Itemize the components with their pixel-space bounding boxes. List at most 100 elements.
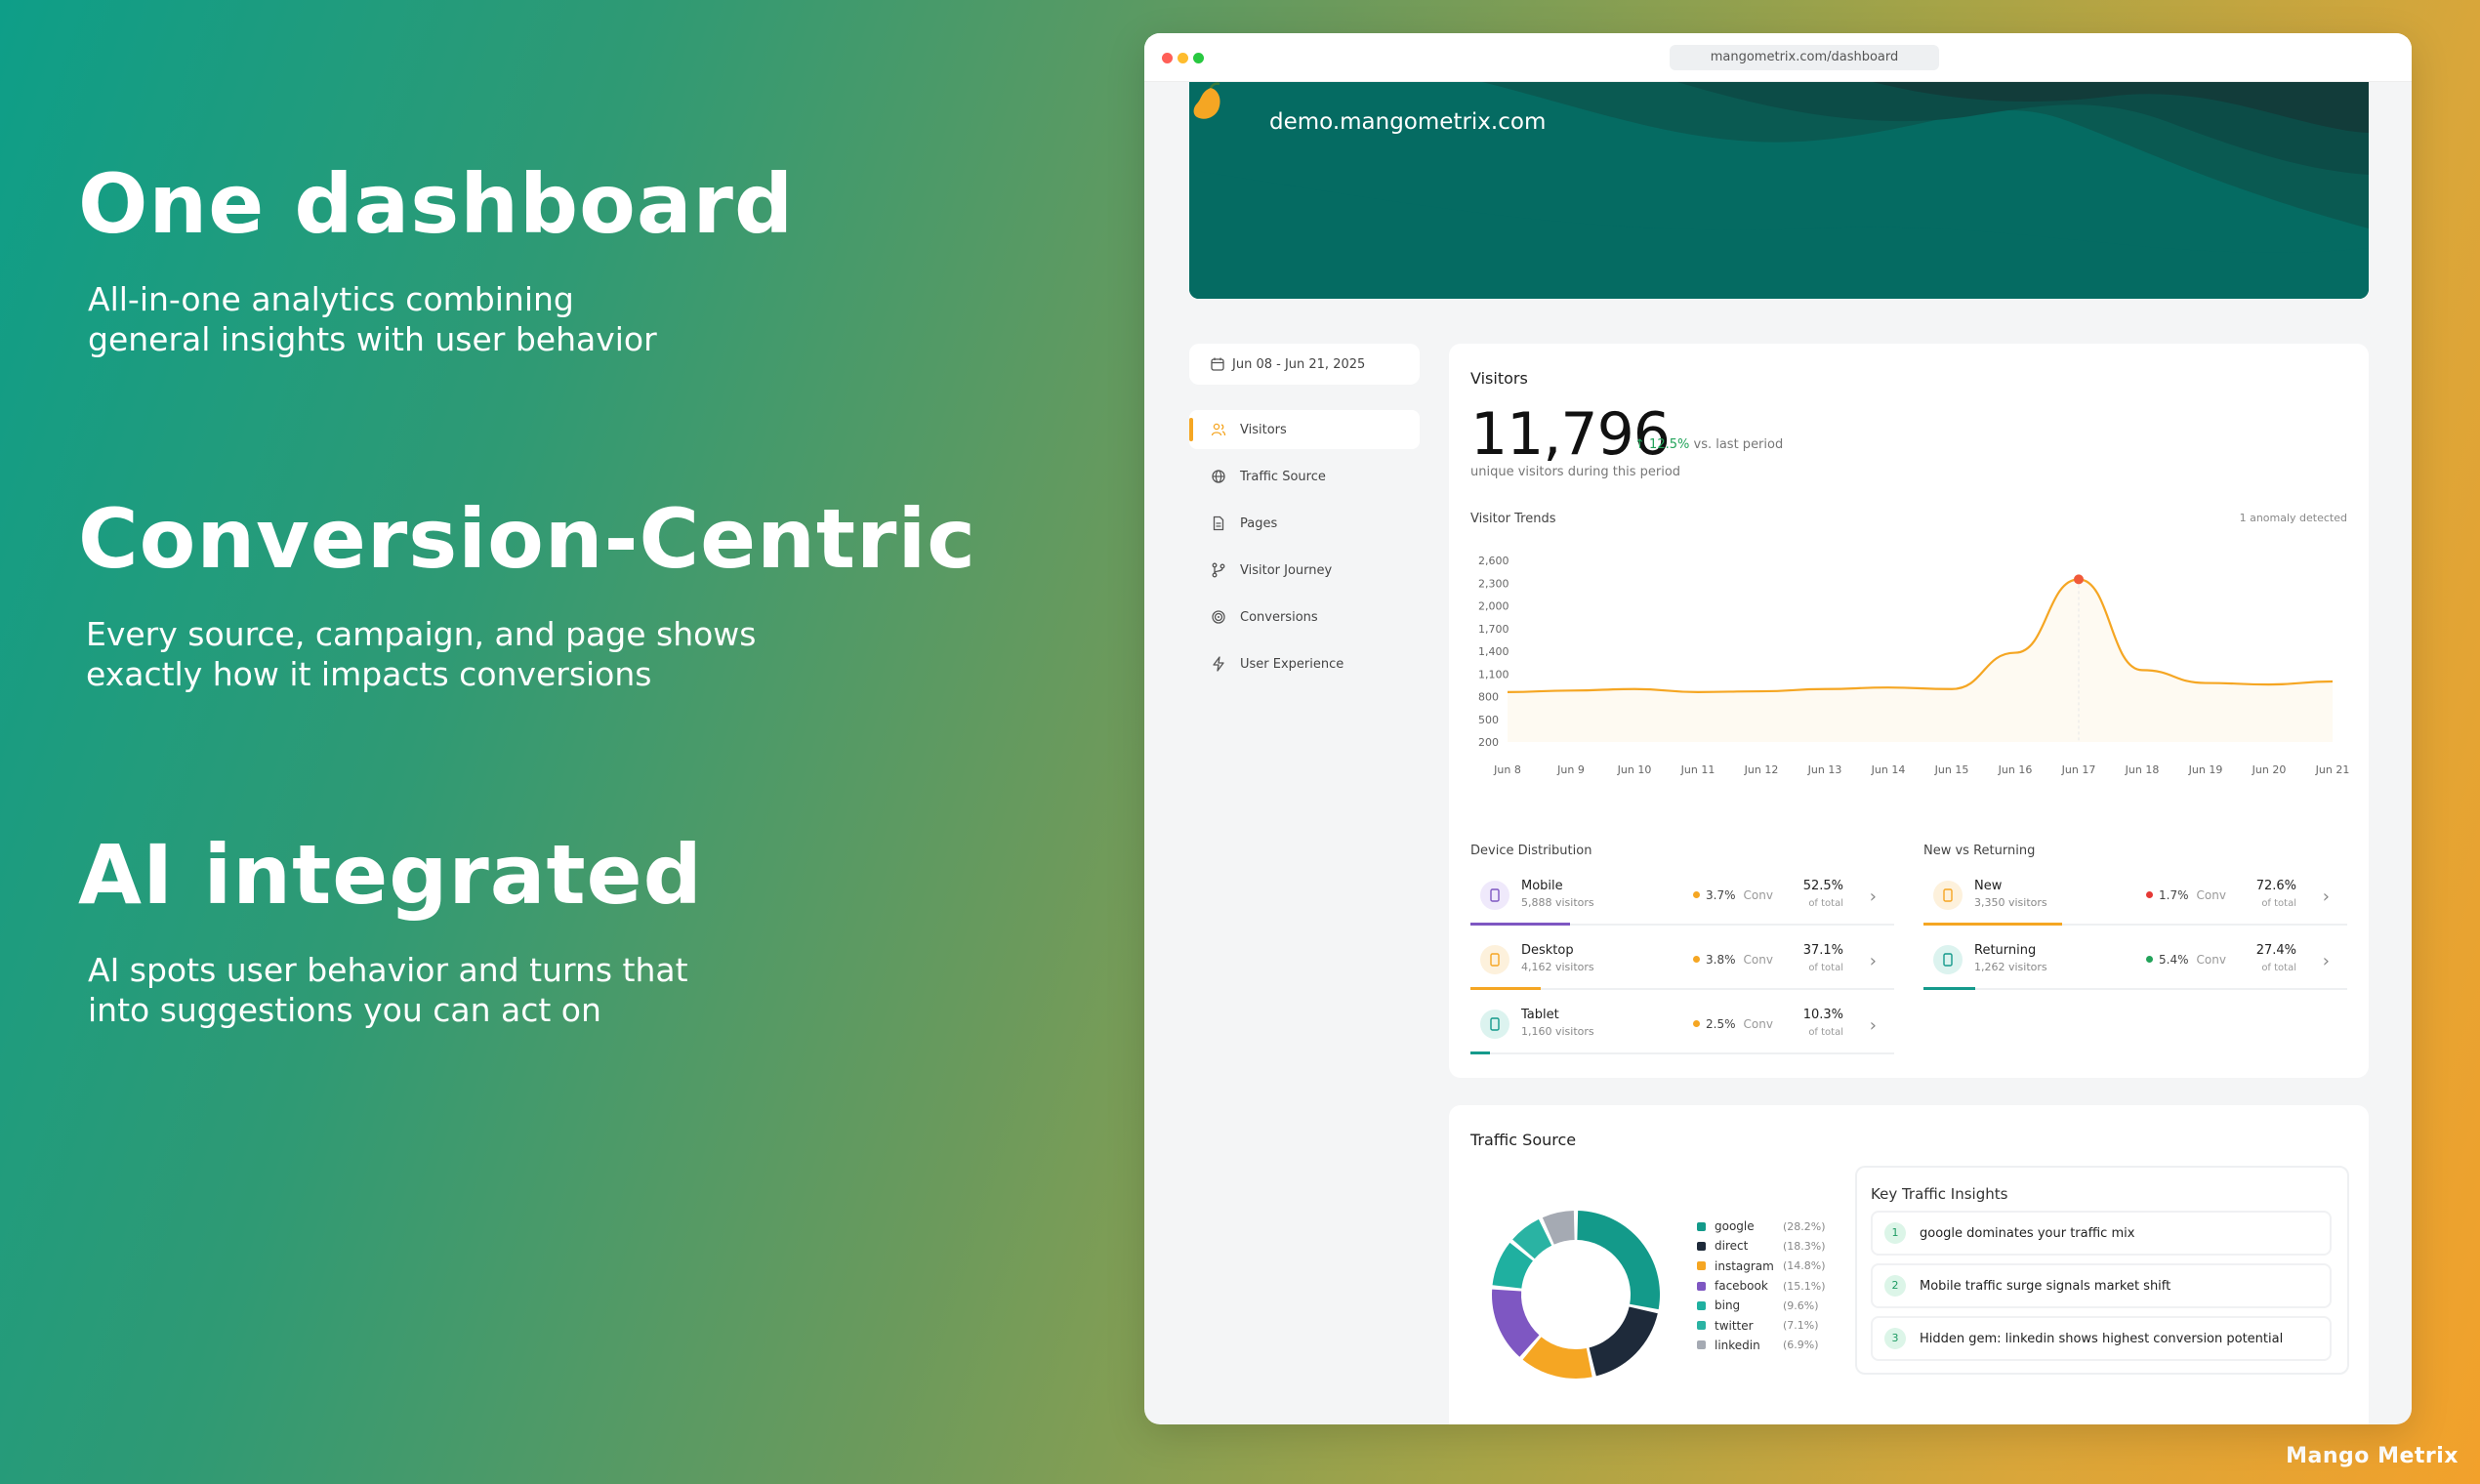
x-tick-label: Jun 19 — [2188, 763, 2223, 776]
row-visitors: 4,162 visitors — [1521, 961, 1594, 973]
x-tick-label: Jun 12 — [1744, 763, 1779, 776]
chevron-right-icon[interactable]: › — [2322, 951, 2330, 971]
trend-label: Visitor Trends — [1470, 512, 1556, 526]
date-range-label: Jun 08 - Jun 21, 2025 — [1232, 356, 1366, 372]
sidebar: Jun 08 - Jun 21, 2025 Visitors Traffic S… — [1189, 344, 1420, 691]
y-tick-label: 2,300 — [1478, 577, 1509, 590]
insight-number: 2 — [1884, 1275, 1906, 1297]
mobile-icon — [1480, 881, 1509, 910]
insight-item[interactable]: 2 Mobile traffic surge signals market sh… — [1871, 1263, 2332, 1308]
donut-slice-linkedin[interactable] — [1542, 1211, 1575, 1245]
chevron-right-icon[interactable]: › — [1869, 1015, 1877, 1036]
visitors-title: Visitors — [1470, 369, 1528, 388]
date-range-picker[interactable]: Jun 08 - Jun 21, 2025 — [1189, 344, 1420, 385]
sidebar-item-pages[interactable]: Pages — [1189, 504, 1420, 543]
chevron-right-icon[interactable]: › — [1869, 951, 1877, 971]
legend-swatch — [1697, 1221, 1706, 1231]
sidebar-item-visitor-journey[interactable]: Visitor Journey — [1189, 551, 1420, 590]
trend-line — [1507, 578, 2334, 693]
maximize-window-dot[interactable] — [1193, 53, 1204, 63]
row-visitors: 5,888 visitors — [1521, 896, 1594, 909]
legend-percent: (7.1%) — [1783, 1319, 1819, 1333]
tablet-icon — [1480, 1010, 1509, 1039]
sidebar-item-label: User Experience — [1240, 656, 1344, 672]
new-vs-returning-label: New vs Returning — [1923, 844, 2036, 858]
y-tick-label: 2,600 — [1478, 555, 1509, 567]
row-name: Mobile — [1521, 879, 1563, 893]
users-icon — [1211, 423, 1226, 436]
donut-slice-facebook[interactable] — [1492, 1289, 1540, 1357]
conversion-value: 3.8% — [1706, 953, 1736, 967]
x-tick-label: Jun 11 — [1680, 763, 1715, 776]
x-tick-label: Jun 15 — [1934, 763, 1969, 776]
sidebar-item-conversions[interactable]: Conversions — [1189, 598, 1420, 637]
y-tick-label: 1,400 — [1478, 645, 1509, 658]
conversion-value: 2.5% — [1706, 1017, 1736, 1031]
chevron-right-icon[interactable]: › — [2322, 886, 2330, 907]
legend-swatch — [1697, 1321, 1706, 1331]
sidebar-item-visitors[interactable]: Visitors — [1189, 410, 1420, 449]
browser-titlebar: mangometrix.com/dashboard — [1144, 33, 2412, 82]
x-tick-label: Jun 16 — [1998, 763, 2033, 776]
globe-icon — [1212, 470, 1225, 483]
visitor-trend-chart: 2,600 2,300 2,000 1,700 1,400 1,100 800 500 200 J… — [1478, 555, 2350, 776]
x-tick-label: Jun 21 — [2315, 763, 2350, 776]
traffic-source-card: Traffic Source google (28.2%) direct (18.3%… — [1449, 1105, 2369, 1424]
chevron-right-icon[interactable]: › — [1869, 886, 1877, 907]
row-conversion: 2.5% Conv — [1693, 1017, 1773, 1031]
close-window-dot[interactable] — [1162, 53, 1173, 63]
breakdown-row-tablet[interactable]: Tablet 1,160 visitors 2.5% Conv 10.3% of tota… — [1470, 1000, 1894, 1054]
hero-block-1: One dashboard All-in-one analytics combi… — [78, 156, 794, 359]
sidebar-item-traffic-source[interactable]: Traffic Source — [1189, 457, 1420, 496]
y-tick-label: 1,100 — [1478, 668, 1509, 680]
donut-slice-twitter[interactable] — [1512, 1218, 1552, 1259]
calendar-icon — [1211, 357, 1224, 371]
minimize-window-dot[interactable] — [1178, 53, 1188, 63]
row-name: New — [1974, 879, 2003, 893]
legend-swatch — [1697, 1241, 1706, 1251]
legend-label: bing — [1715, 1298, 1741, 1313]
sidebar-item-label: Visitor Journey — [1240, 562, 1333, 578]
legend-swatch — [1697, 1300, 1706, 1310]
breakdown-row-returning[interactable]: Returning 1,262 visitors 5.4% Conv 27.4% of t… — [1923, 935, 2347, 990]
y-tick-label: 800 — [1478, 691, 1499, 704]
banner-waves — [1189, 82, 2369, 299]
anomaly-label: 1 anomaly detected — [2239, 512, 2347, 524]
visitors-subtitle: unique visitors during this period — [1470, 465, 1681, 479]
traffic-title: Traffic Source — [1470, 1131, 1577, 1149]
x-tick-label: Jun 20 — [2252, 763, 2287, 776]
share-bar — [1923, 987, 1976, 990]
row-conversion: 3.7% Conv — [1693, 888, 1773, 902]
y-tick-label: 2,000 — [1478, 600, 1509, 613]
hero-text: All-in-one analytics combining general i… — [88, 280, 657, 358]
anomaly-marker[interactable] — [2074, 574, 2084, 585]
row-name: Desktop — [1521, 943, 1574, 958]
brand-logo-text: Mango Metrix — [2286, 1444, 2459, 1468]
user-icon — [1933, 881, 1963, 910]
sidebar-item-label: Pages — [1240, 515, 1278, 531]
legend-item: linkedin (6.9%) — [1697, 1336, 1819, 1355]
donut-slice-direct[interactable] — [1589, 1306, 1658, 1377]
donut-slice-instagram[interactable] — [1522, 1337, 1592, 1379]
legend-label: facebook — [1715, 1279, 1768, 1294]
delta-value: 12.5% — [1649, 437, 1690, 452]
conversion-dot-icon — [2146, 891, 2153, 898]
insight-item[interactable]: 3 Hidden gem: linkedin shows highest con… — [1871, 1316, 2332, 1361]
breakdown-row-desktop[interactable]: Desktop 4,162 visitors 3.8% Conv 37.1% of tot… — [1470, 935, 1894, 990]
donut-slice-google[interactable] — [1577, 1211, 1660, 1310]
sidebar-item-user-experience[interactable]: User Experience — [1189, 644, 1420, 683]
insight-item[interactable]: 1 google dominates your traffic mix — [1871, 1211, 2332, 1256]
address-bar[interactable]: mangometrix.com/dashboard — [1670, 45, 1939, 70]
x-tick-label: Jun 9 — [1556, 763, 1585, 776]
row-share: 27.4% — [2255, 943, 2296, 958]
share-bar — [1923, 923, 2062, 926]
row-share-label: of total — [2261, 963, 2296, 973]
legend-swatch — [1697, 1340, 1706, 1350]
breakdown-row-new[interactable]: New 3,350 visitors 1.7% Conv 72.6% of total › — [1923, 871, 2347, 926]
row-share: 10.3% — [1802, 1008, 1843, 1022]
hero-block-2: Conversion-Centric Every source, campaig… — [78, 491, 976, 694]
conversion-label: Conv — [1743, 953, 1773, 967]
breakdown-row-mobile[interactable]: Mobile 5,888 visitors 3.7% Conv 52.5% of tota… — [1470, 871, 1894, 926]
donut-slice-bing[interactable] — [1492, 1242, 1533, 1289]
legend-item: facebook (15.1%) — [1697, 1276, 1826, 1296]
